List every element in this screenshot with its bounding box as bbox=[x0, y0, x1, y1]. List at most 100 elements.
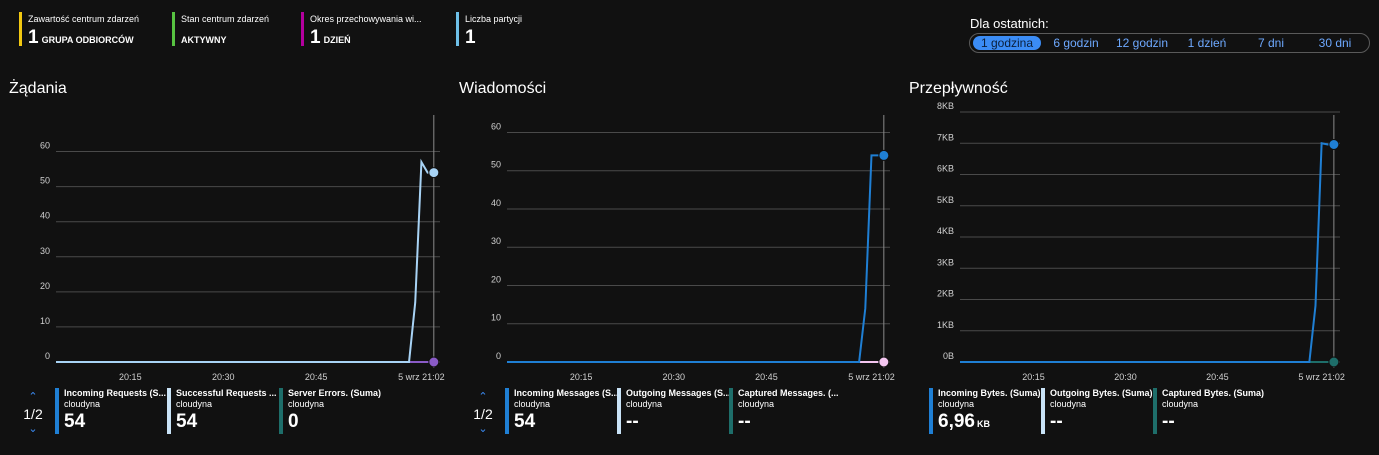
tile-value: 1 bbox=[310, 27, 321, 48]
x-tick-label: 20:45 bbox=[755, 372, 778, 382]
tile-retention[interactable]: Okres przechowywania wi... 1 DZIEŃ bbox=[301, 12, 422, 48]
legend-value: -- bbox=[626, 411, 639, 432]
y-tick-label: 3KB bbox=[937, 257, 954, 267]
messages-chart-title: Wiadomości bbox=[459, 80, 547, 97]
series-point bbox=[428, 167, 440, 179]
time-range-option-12h[interactable]: 12 godzin bbox=[1115, 36, 1169, 50]
chevron-up-icon[interactable]: ⌃ bbox=[28, 391, 38, 403]
legend-color-bar bbox=[929, 388, 933, 434]
x-tick-label: 5 wrz 21:02 bbox=[1298, 372, 1345, 382]
legend-item[interactable]: Incoming Requests (S... cloudyna 54 bbox=[55, 388, 169, 438]
x-tick-label: 5 wrz 21:02 bbox=[848, 372, 895, 382]
tile-status[interactable]: Stan centrum zdarzeń AKTYWNY bbox=[172, 12, 269, 48]
legend-resource-name: cloudyna bbox=[1050, 399, 1087, 409]
x-tick-label: 20:30 bbox=[212, 372, 235, 382]
legend-item[interactable]: Incoming Messages (S... cloudyna 54 bbox=[505, 388, 619, 438]
legend-color-bar bbox=[1041, 388, 1045, 434]
messages-chart[interactable]: 0 10 20 30 40 50 60 20:15 20:30 20:45 5 wrz 21:02 bbox=[450, 105, 900, 385]
legend-series-name: Incoming Messages (S... bbox=[514, 388, 619, 398]
legend-item[interactable]: Successful Requests ... cloudyna 54 bbox=[167, 388, 281, 438]
legend-resource-name: cloudyna bbox=[938, 399, 975, 409]
x-tick-label: 20:30 bbox=[663, 372, 686, 382]
y-tick-label: 0 bbox=[496, 351, 501, 361]
y-tick-label: 1KB bbox=[937, 320, 954, 330]
y-tick-label: 20 bbox=[491, 274, 501, 284]
legend-item[interactable]: Server Errors. (Suma) cloudyna 0 bbox=[279, 388, 393, 438]
legend-page-indicator: 1/2 bbox=[23, 406, 43, 422]
time-range-selector: 1 godzina 6 godzin 12 godzin 1 dzień 7 d… bbox=[969, 33, 1370, 53]
y-tick-label: 8KB bbox=[937, 101, 954, 111]
tile-label: Liczba partycji bbox=[465, 14, 523, 24]
legend-value: 54 bbox=[176, 411, 198, 432]
tile-unit: DZIEŃ bbox=[323, 35, 351, 45]
time-range-option-7d[interactable]: 7 dni bbox=[1257, 36, 1285, 50]
requests-chart-title: Żądania bbox=[9, 80, 67, 97]
messages-legend-pager: ⌃ 1/2 ⌄ bbox=[473, 392, 493, 436]
chevron-up-icon[interactable]: ⌃ bbox=[478, 391, 488, 403]
y-tick-label: 6KB bbox=[937, 164, 954, 174]
legend-value: -- bbox=[1050, 411, 1063, 432]
y-tick-label: 60 bbox=[40, 141, 50, 151]
legend-color-bar bbox=[1153, 388, 1157, 434]
throughput-chart[interactable]: 0B 1KB 2KB 3KB 4KB 5KB 6KB 7KB 8KB 20:15 20:30 20:4… bbox=[900, 101, 1350, 385]
legend-series-name: Server Errors. (Suma) bbox=[288, 388, 382, 398]
tile-value: 1 bbox=[28, 27, 39, 48]
legend-value: 6,96 bbox=[938, 411, 975, 432]
legend-color-bar bbox=[167, 388, 171, 434]
legend-resource-name: cloudyna bbox=[514, 399, 551, 409]
chevron-down-icon[interactable]: ⌄ bbox=[478, 423, 488, 435]
time-range-option-30d[interactable]: 30 dni bbox=[1318, 36, 1352, 50]
legend-color-bar bbox=[279, 388, 283, 434]
legend-color-bar bbox=[617, 388, 621, 434]
legend-series-name: Incoming Bytes. (Suma) bbox=[938, 388, 1041, 398]
tile-accent-bar bbox=[456, 12, 459, 46]
x-tick-label: 20:45 bbox=[305, 372, 328, 382]
chevron-down-icon[interactable]: ⌄ bbox=[28, 423, 38, 435]
tile-unit: AKTYWNY bbox=[181, 35, 227, 45]
x-tick-label: 20:15 bbox=[119, 372, 142, 382]
legend-series-name: Captured Messages. (... bbox=[738, 388, 839, 398]
x-tick-label: 20:30 bbox=[1114, 372, 1137, 382]
legend-series-name: Successful Requests ... bbox=[176, 388, 277, 398]
legend-item[interactable]: Captured Bytes. (Suma) cloudyna -- bbox=[1153, 388, 1267, 438]
tile-accent-bar bbox=[19, 12, 22, 46]
legend-resource-name: cloudyna bbox=[64, 399, 101, 409]
throughput-chart-title: Przepływność bbox=[909, 80, 1008, 97]
legend-series-name: Outgoing Messages (S... bbox=[626, 388, 731, 398]
legend-item[interactable]: Incoming Bytes. (Suma) cloudyna 6,96 KB bbox=[929, 388, 1043, 438]
x-tick-label: 5 wrz 21:02 bbox=[398, 372, 445, 382]
requests-chart[interactable]: 0 10 20 30 40 50 60 20:15 20:30 20:45 5 wrz 21:02 bbox=[0, 105, 450, 385]
series-line bbox=[507, 154, 884, 363]
legend-value: -- bbox=[738, 411, 751, 432]
legend-item[interactable]: Outgoing Bytes. (Suma) cloudyna -- bbox=[1041, 388, 1155, 438]
y-tick-label: 30 bbox=[40, 246, 50, 256]
legend-resource-name: cloudyna bbox=[626, 399, 663, 409]
series-line bbox=[56, 158, 434, 363]
legend-color-bar bbox=[55, 388, 59, 434]
y-tick-label: 60 bbox=[491, 121, 501, 131]
y-tick-label: 5KB bbox=[937, 195, 954, 205]
legend-page-indicator: 1/2 bbox=[473, 406, 493, 422]
legend-item[interactable]: Outgoing Messages (S... cloudyna -- bbox=[617, 388, 731, 438]
y-tick-label: 7KB bbox=[937, 132, 954, 142]
legend-item[interactable]: Captured Messages. (... cloudyna -- bbox=[729, 388, 843, 438]
legend-resource-name: cloudyna bbox=[176, 399, 213, 409]
legend-value: -- bbox=[1162, 411, 1175, 432]
tile-partitions[interactable]: Liczba partycji 1 bbox=[456, 12, 522, 48]
legend-value: 0 bbox=[288, 411, 299, 432]
y-tick-label: 50 bbox=[40, 176, 50, 186]
time-range-option-6h[interactable]: 6 godzin bbox=[1053, 36, 1099, 50]
time-range-option-1d[interactable]: 1 dzień bbox=[1187, 36, 1227, 50]
tile-content[interactable]: Zawartość centrum zdarzeń 1 GRUPA ODBIORC… bbox=[19, 12, 139, 48]
requests-legend-pager: ⌃ 1/2 ⌄ bbox=[23, 392, 43, 436]
time-range-option-1h[interactable]: 1 godzina bbox=[973, 36, 1041, 50]
legend-resource-name: cloudyna bbox=[288, 399, 325, 409]
legend-series-name: Incoming Requests (S... bbox=[64, 388, 167, 398]
legend-series-name: Outgoing Bytes. (Suma) bbox=[1050, 388, 1153, 398]
y-tick-label: 2KB bbox=[937, 289, 954, 299]
tile-accent-bar bbox=[301, 12, 304, 46]
y-tick-label: 0 bbox=[45, 351, 50, 361]
series-point bbox=[1328, 139, 1340, 150]
tile-unit: GRUPA ODBIORCÓW bbox=[41, 35, 134, 45]
legend-value: 54 bbox=[514, 411, 536, 432]
